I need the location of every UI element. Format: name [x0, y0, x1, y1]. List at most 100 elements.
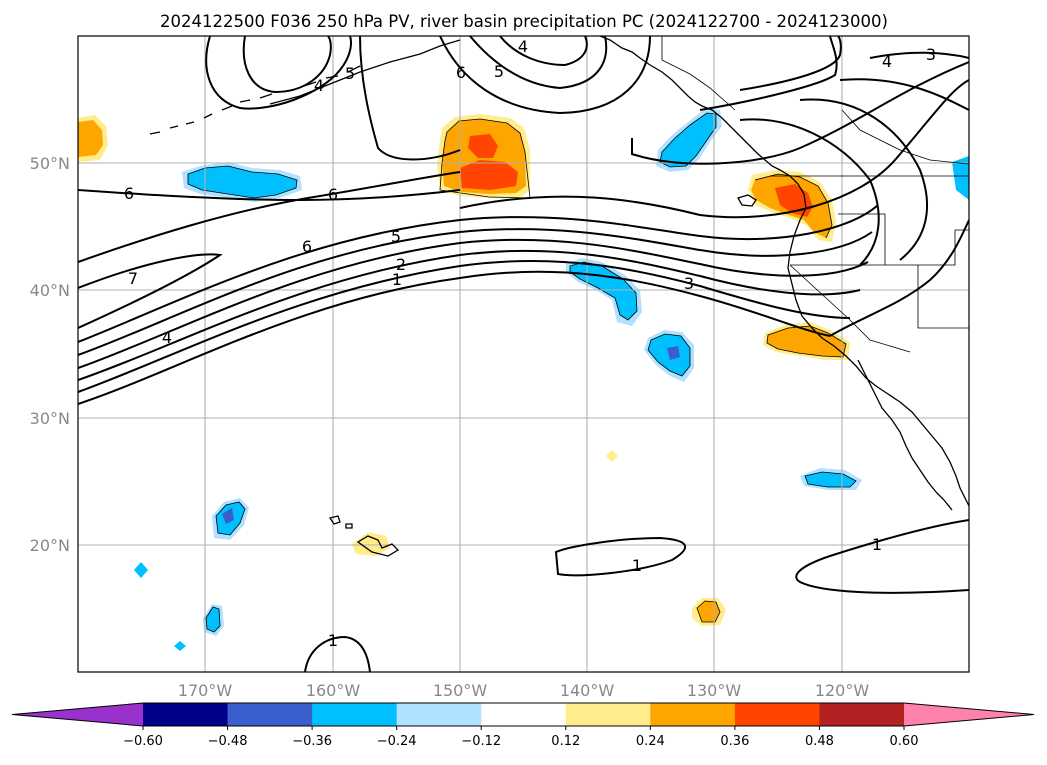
- map-frame: [77, 35, 970, 673]
- contour-label: 6: [328, 185, 338, 204]
- coastline-baja: [857, 359, 953, 511]
- pv-contours: [78, 36, 969, 672]
- precip-outline-gulf-of-alaska: [439, 118, 531, 199]
- colorbar-segment: [227, 703, 313, 726]
- precip-outline-eastern-spot: [696, 600, 721, 623]
- precip-region-baja-offshore-core: [805, 472, 856, 487]
- colorbar-segment: [481, 703, 567, 726]
- pv-contour-6: [78, 204, 879, 343]
- precip-outline-southern-california: [766, 325, 847, 358]
- gridlines: [78, 36, 969, 672]
- border-state-2: [789, 264, 911, 353]
- pv-contour-1: [78, 270, 831, 405]
- colorbar-segment: [396, 703, 482, 726]
- pv-contour-trough-4: [869, 51, 969, 59]
- border-state-4: [838, 213, 886, 265]
- precip-region-gulf-of-alaska-max2: [460, 160, 518, 190]
- lon-tick-label: 130°W: [687, 681, 742, 700]
- precip-region-subtropical-east-max: [667, 346, 680, 360]
- coastlines: [149, 36, 969, 557]
- pv-contour-2: [78, 259, 851, 393]
- map-panel: 6 6 6 6 5 4 4 5 5 2 1 4 7 3 4 3 1 1 1: [77, 35, 970, 673]
- pv-contour-4: [78, 238, 869, 369]
- contour-label: 4: [882, 52, 892, 71]
- contour-label: 6: [456, 63, 466, 82]
- precip-region-british-columbia-core: [660, 113, 716, 167]
- contour-labels: 6 6 6 6 5 4 4 5 5 2 1 4 7 3 4 3 1 1 1: [124, 37, 936, 650]
- chart-title: 2024122500 F036 250 hPa PV, river basin …: [160, 12, 888, 31]
- latitude-labels: 50°N 40°N 30°N 20°N: [30, 154, 70, 555]
- contour-label: 5: [494, 62, 504, 81]
- precip-outlines: [187, 112, 857, 633]
- precip-region-hawaii: [352, 532, 390, 556]
- lon-tick-label: 150°W: [433, 681, 488, 700]
- colorbar-segment: [734, 703, 820, 726]
- precip-region-right-edge: [952, 156, 969, 200]
- border-alaska-canada: [661, 36, 736, 111]
- precip-shading: [78, 108, 969, 651]
- precip-outline-oregon: [754, 173, 833, 239]
- contour-label: 2: [396, 255, 406, 274]
- coastline-hawaii: [328, 515, 400, 557]
- coastline-aleutians: [149, 65, 361, 135]
- colorbar-extend-high: [904, 703, 1034, 726]
- colorbar-tick-label: 0.12: [551, 734, 580, 749]
- pv-contour-trough-2: [799, 98, 928, 261]
- pv-contour-6-north: [78, 171, 461, 263]
- precip-region-small-negative-2: [134, 562, 148, 578]
- precip-region-hawaii-west-max: [222, 508, 234, 524]
- colorbar-segment: [312, 703, 398, 726]
- precip-outline-hawaii-west: [215, 501, 246, 536]
- lon-tick-label: 160°W: [306, 681, 361, 700]
- precip-region-north-pacific-west-core: [78, 120, 103, 157]
- pv-contour-southeast: [829, 219, 969, 337]
- pv-contour-east-outer: [459, 79, 969, 219]
- colorbar-tick-label: −0.48: [208, 734, 248, 749]
- precip-region-gulf-of-alaska-max1: [468, 134, 498, 158]
- border-state-1: [790, 229, 969, 266]
- colorbar-tick-label: 0.48: [805, 734, 834, 749]
- lat-tick-label: 50°N: [30, 154, 70, 173]
- colorbar-segment: [819, 703, 905, 726]
- pv-contour-ridge-3: [739, 36, 842, 91]
- precip-outline-subtropical-east: [647, 333, 691, 377]
- borders: [661, 36, 969, 353]
- colorbar-tick-label: −0.36: [292, 734, 332, 749]
- pv-contour-1-east: [795, 519, 969, 594]
- lon-tick-label: 140°W: [560, 681, 615, 700]
- contour-label: 7: [128, 269, 138, 288]
- precip-region-small-negative-3: [174, 641, 186, 651]
- lat-tick-label: 20°N: [30, 536, 70, 555]
- precip-outline-british-columbia: [659, 112, 717, 168]
- colorbar-tick-label: −0.24: [377, 734, 417, 749]
- pv-contour-alaska-1: [469, 36, 608, 90]
- pv-contour-ridge-1: [631, 61, 969, 165]
- contour-label: 1: [872, 535, 882, 554]
- colorbar-segment: [650, 703, 736, 726]
- coastline-alaska-south: [599, 36, 969, 507]
- contour-label: 6: [302, 237, 312, 256]
- contour-label: 4: [314, 76, 324, 95]
- colorbar-segment: [565, 703, 651, 726]
- lat-tick-label: 30°N: [30, 409, 70, 428]
- precip-region-central-pacific-north-core: [188, 166, 297, 198]
- contour-label: 1: [328, 631, 338, 650]
- precip-region-small-negative-1-core: [206, 607, 220, 632]
- precip-outline-baja-offshore: [804, 471, 857, 488]
- pv-contour-3: [78, 249, 861, 381]
- precip-outline-central-pacific-north: [187, 165, 298, 199]
- precip-outline-small-negative-1: [205, 606, 221, 633]
- contour-label: 3: [926, 45, 936, 64]
- precip-region-southern-california-core: [767, 326, 846, 357]
- contour-label: 6: [124, 184, 134, 203]
- contour-label: 4: [162, 328, 172, 347]
- colorbar-extend-low: [12, 703, 143, 726]
- contour-label: 3: [684, 274, 694, 293]
- contour-label: 5: [345, 64, 355, 83]
- lon-tick-label: 170°W: [178, 681, 233, 700]
- colorbar-tick-label: 0.60: [890, 734, 919, 749]
- pv-contour-trough-3: [839, 78, 969, 111]
- pv-contour-6-west: [78, 189, 461, 202]
- colorbar-tick-label: −0.60: [123, 734, 163, 749]
